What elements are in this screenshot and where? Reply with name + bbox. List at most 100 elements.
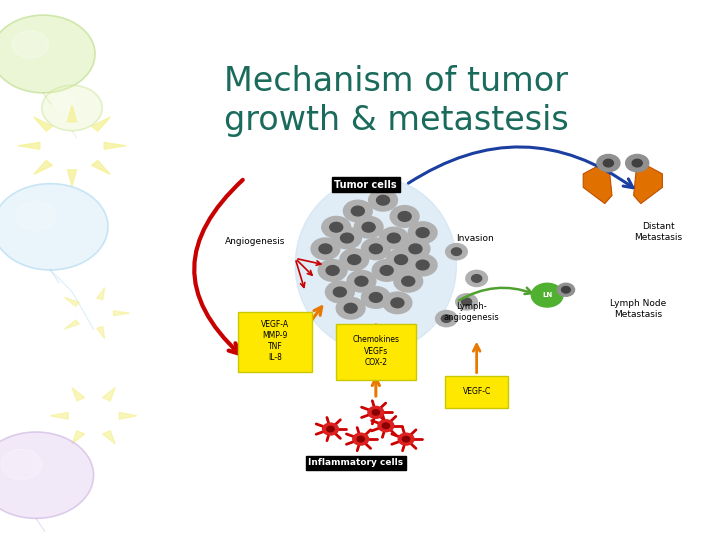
Circle shape [368,407,384,418]
Text: Angiogenesis: Angiogenesis [225,237,285,246]
FancyBboxPatch shape [238,312,312,372]
Polygon shape [583,160,612,204]
FancyArrowPatch shape [372,379,379,396]
Polygon shape [34,160,53,174]
Circle shape [436,310,457,327]
Polygon shape [72,388,85,401]
Circle shape [0,432,94,518]
Polygon shape [96,287,104,300]
Circle shape [416,260,429,270]
Circle shape [387,249,415,271]
Circle shape [12,31,48,58]
Polygon shape [50,413,68,419]
Circle shape [42,85,102,131]
Circle shape [408,254,437,276]
Circle shape [369,244,382,254]
Circle shape [632,159,642,167]
Polygon shape [96,327,104,339]
Circle shape [398,433,414,445]
Circle shape [330,222,343,232]
Text: Tumor cells: Tumor cells [335,180,397,190]
Circle shape [409,244,422,254]
Circle shape [603,159,613,167]
Circle shape [327,427,334,432]
Circle shape [318,260,347,281]
Polygon shape [91,117,110,131]
Circle shape [395,255,408,265]
Circle shape [354,217,383,238]
Circle shape [348,255,361,265]
Polygon shape [114,311,130,315]
Circle shape [394,271,423,292]
Circle shape [597,154,620,172]
Text: Mechanism of tumor
growth & metastesis: Mechanism of tumor growth & metastesis [224,65,568,137]
Circle shape [347,271,376,292]
FancyArrowPatch shape [473,345,480,373]
Circle shape [372,260,401,281]
Text: Lymph Node
Metastasis: Lymph Node Metastasis [610,299,666,319]
Polygon shape [104,143,126,149]
Circle shape [390,206,419,227]
Circle shape [398,212,411,221]
Circle shape [319,244,332,254]
Circle shape [378,420,394,431]
Polygon shape [68,105,76,122]
Circle shape [377,195,390,205]
Circle shape [531,284,563,307]
Circle shape [344,303,357,313]
Circle shape [323,423,338,435]
Circle shape [0,15,95,93]
Text: Inflammatory cells: Inflammatory cells [308,458,403,467]
Circle shape [361,238,390,260]
FancyArrowPatch shape [408,147,633,188]
Circle shape [355,276,368,286]
Circle shape [382,423,390,428]
Polygon shape [65,320,79,329]
Polygon shape [91,160,110,174]
Circle shape [387,233,400,243]
Text: LN: LN [542,292,552,298]
Circle shape [336,298,365,319]
Circle shape [54,94,75,110]
Polygon shape [65,298,79,306]
Circle shape [456,294,477,310]
Circle shape [451,248,462,255]
Polygon shape [102,431,115,444]
Circle shape [361,287,390,308]
Circle shape [466,271,487,287]
Circle shape [383,292,412,314]
Circle shape [343,200,372,222]
Circle shape [351,206,364,216]
Circle shape [402,436,410,442]
Circle shape [353,433,369,445]
Circle shape [372,410,379,415]
Polygon shape [102,388,115,401]
Circle shape [408,222,437,244]
Text: Chemokines
VEGFs
COX-2: Chemokines VEGFs COX-2 [352,335,400,367]
Polygon shape [34,117,53,131]
Circle shape [402,276,415,286]
Circle shape [16,201,56,231]
Circle shape [369,293,382,302]
Polygon shape [68,170,76,186]
Circle shape [391,298,404,308]
Circle shape [325,281,354,303]
Circle shape [357,436,364,442]
Circle shape [557,284,575,296]
Circle shape [333,287,346,297]
Circle shape [1,449,42,480]
Circle shape [462,298,472,306]
Circle shape [341,233,354,243]
Circle shape [401,238,430,260]
Circle shape [416,228,429,238]
Text: VEGF-C: VEGF-C [462,387,491,396]
Circle shape [472,275,482,282]
Polygon shape [18,143,40,149]
FancyArrowPatch shape [459,288,532,300]
Circle shape [379,227,408,249]
Text: Invasion: Invasion [456,234,494,243]
Circle shape [340,249,369,271]
Text: Lymph-
angiogenesis: Lymph- angiogenesis [444,302,500,322]
Ellipse shape [295,178,456,352]
Circle shape [322,217,351,238]
